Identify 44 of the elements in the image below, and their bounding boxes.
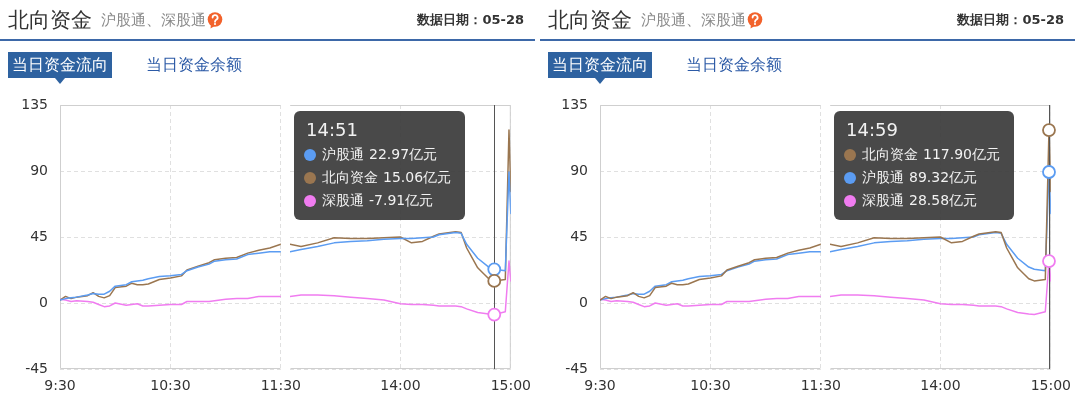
chart-title: 北向资金 — [548, 7, 632, 34]
x-tick-label: 10:30 — [150, 377, 191, 394]
text: 当日资金流向 — [548, 52, 652, 78]
legend-label: 北向资金 — [322, 168, 378, 187]
x-tick-label: 11:30 — [800, 377, 842, 394]
x-tick-label: 9:30 — [44, 377, 76, 394]
legend-label: 深股通 — [322, 191, 364, 210]
legend-label: 深股通 — [862, 191, 904, 210]
annotation: 14:59 — [845, 118, 899, 142]
legend-label: 沪股通 — [322, 145, 364, 164]
chart-subtitle: 沪股通、深股通 — [641, 10, 746, 30]
y-tick-label: 135 — [561, 95, 588, 112]
annotation: 117.90亿元 — [923, 145, 1000, 164]
annotation: 28.58亿元 — [909, 191, 978, 210]
y-tick-label: 45 — [30, 227, 48, 244]
x-tick-label: 14:00 — [380, 377, 421, 394]
y-tick-label: 90 — [570, 161, 588, 178]
y-tick-label: -45 — [25, 359, 48, 376]
chart-subtitle: 沪股通、深股通 — [101, 10, 206, 30]
x-tick-label: 9:30 — [584, 377, 616, 394]
x-tick-label: 15:00 — [490, 377, 532, 394]
x-tick-label: 11:30 — [260, 377, 302, 394]
text: 当日资金流向 — [8, 52, 112, 78]
legend-label: 沪股通 — [862, 168, 904, 187]
y-tick-label: 0 — [39, 293, 48, 310]
x-tick-label: 10:30 — [690, 377, 731, 394]
y-tick-label: 135 — [21, 95, 48, 112]
legend-label: 北向资金 — [862, 145, 918, 164]
y-tick-label: 45 — [570, 227, 588, 244]
y-tick-label: 0 — [579, 293, 588, 310]
y-tick-label: -45 — [565, 359, 588, 376]
annotation: 15.06亿元 — [383, 168, 452, 187]
text: 当日资金余额 — [686, 54, 782, 76]
annotation: 89.32亿元 — [909, 168, 978, 187]
annotation: 22.97亿元 — [369, 145, 438, 164]
chart-title: 北向资金 — [8, 7, 92, 34]
x-tick-label: 14:00 — [920, 377, 961, 394]
text: 数据日期：05-28 — [957, 11, 1064, 29]
text: 当日资金余额 — [146, 54, 242, 76]
annotation: -7.91亿元 — [369, 191, 434, 210]
text: 数据日期：05-28 — [417, 11, 524, 29]
annotation: 14:51 — [305, 118, 359, 142]
y-tick-label: 90 — [30, 161, 48, 178]
x-tick-label: 15:00 — [1030, 377, 1072, 394]
